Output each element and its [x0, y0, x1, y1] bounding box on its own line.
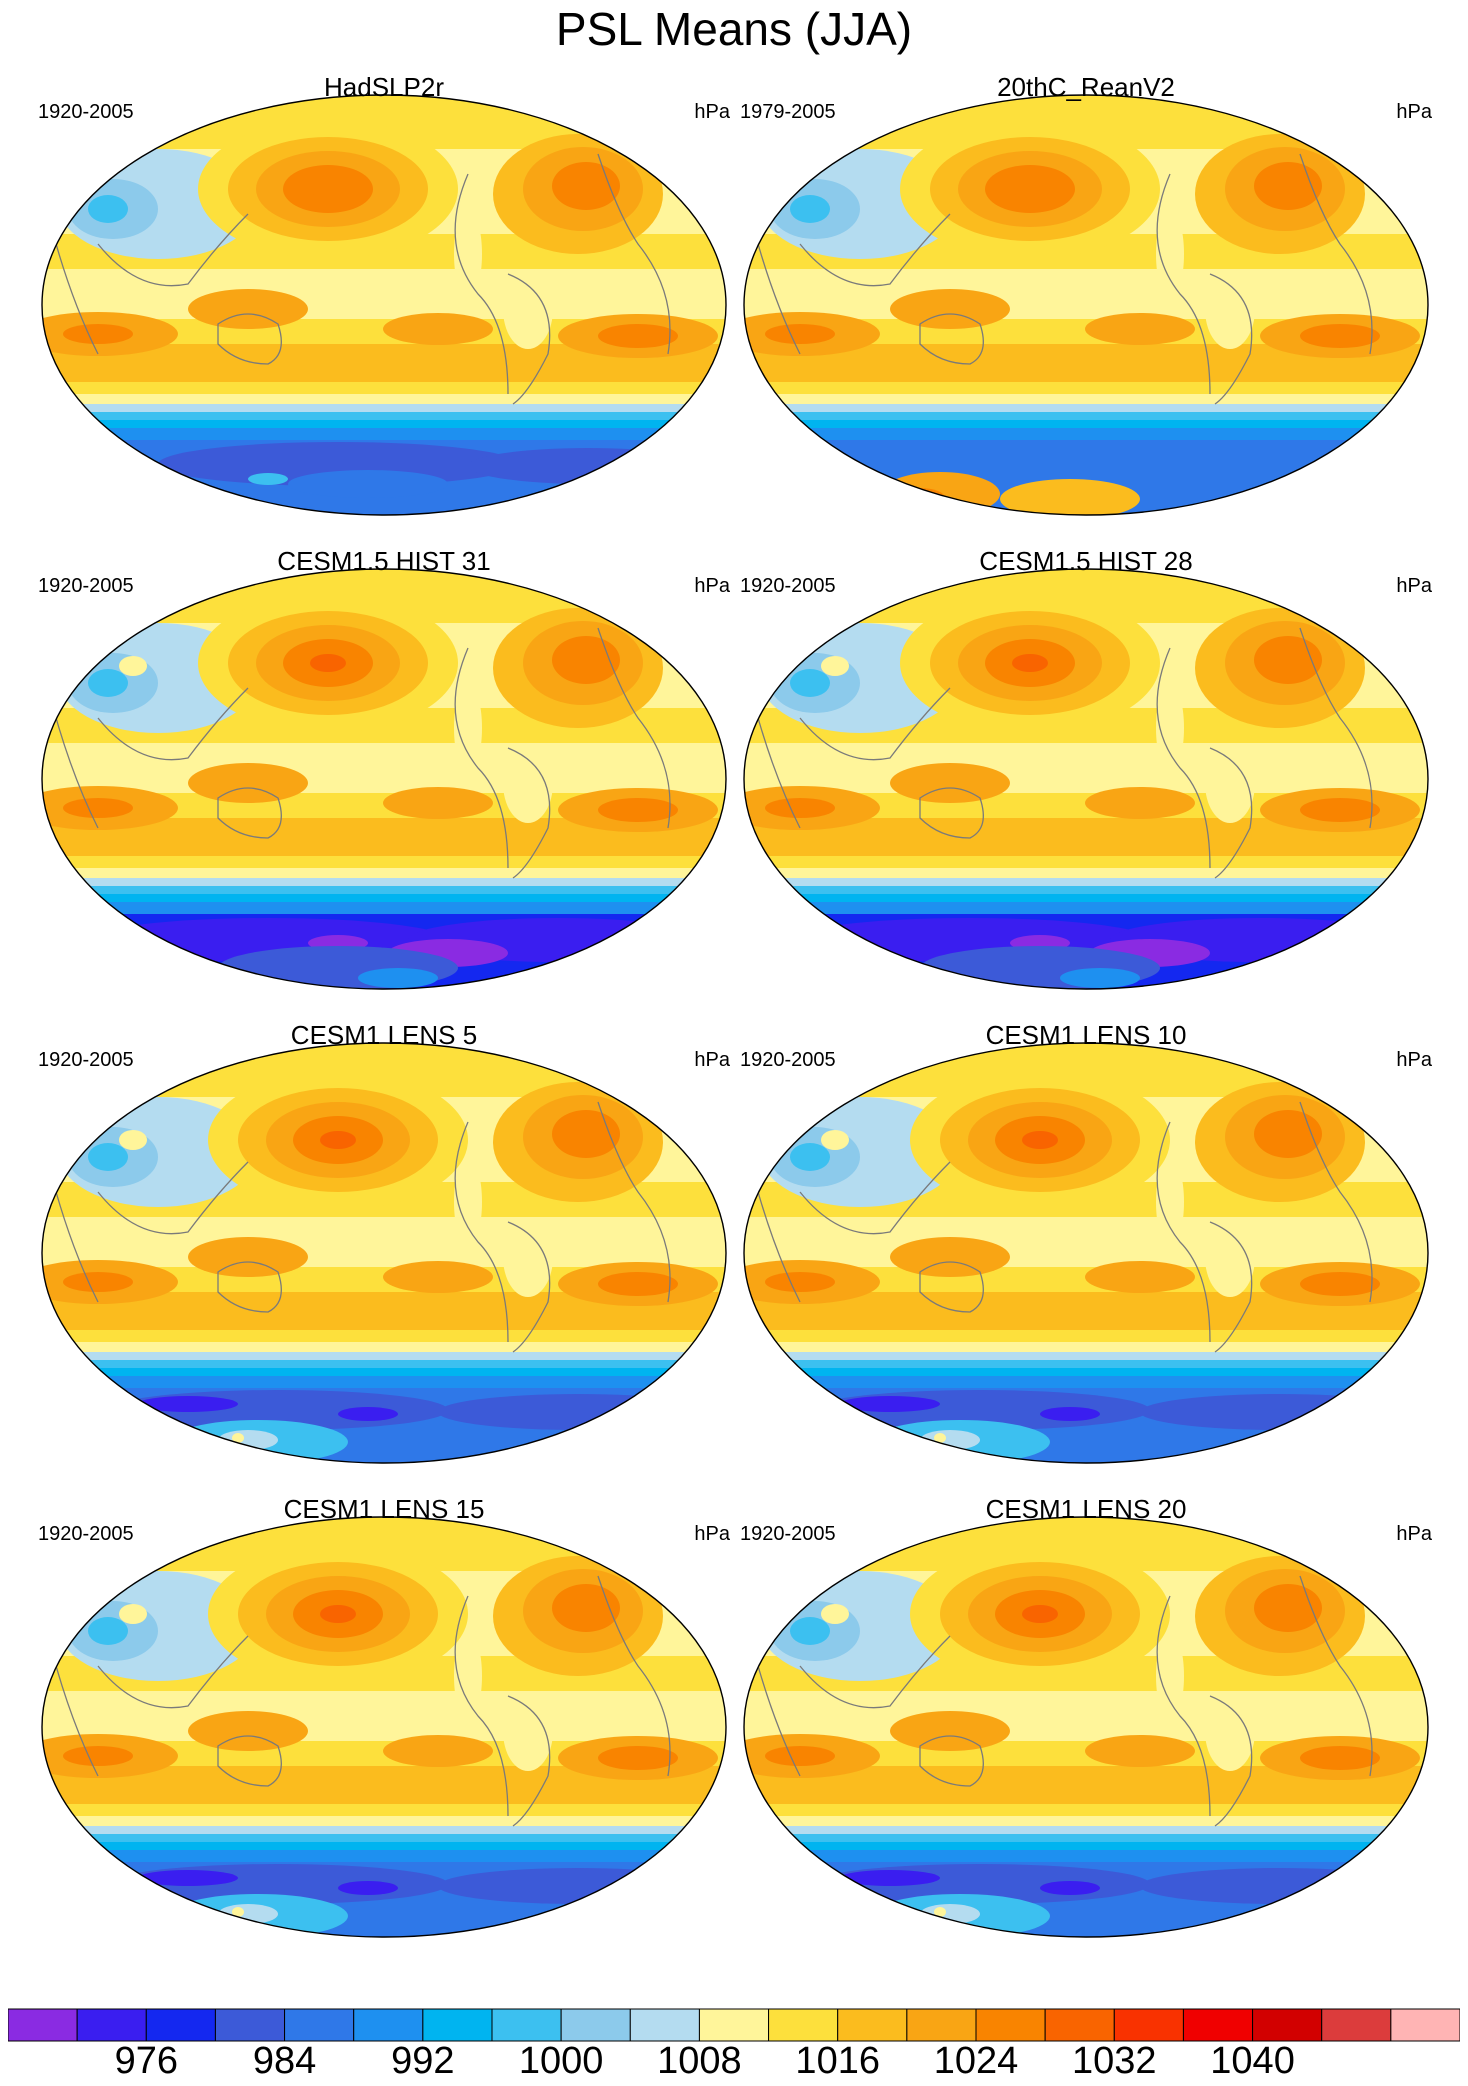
colorbar-box	[1113, 2008, 1184, 2042]
panel-units: hPa	[694, 575, 730, 597]
colorbar-tick-label: 976	[114, 2040, 178, 2082]
panel-years: 1920-2005	[740, 1523, 836, 1545]
colorbar-box	[629, 2008, 700, 2042]
panel-years: 1920-2005	[740, 1049, 836, 1071]
colorbar-box	[768, 2008, 839, 2042]
colorbar-box	[906, 2008, 977, 2042]
map-panel: HadSLP2r 1920-2005 hPa	[38, 72, 730, 517]
panel-units: hPa	[1396, 1049, 1432, 1071]
colorbar-boxes	[7, 2008, 1461, 2042]
panel-years: 1920-2005	[38, 101, 134, 123]
colorbar	[7, 2008, 1461, 2042]
colorbar-box	[353, 2008, 424, 2042]
colorbar-box	[1182, 2008, 1254, 2042]
map-panel: 20thC_ReanV2 1979-2005 hPa	[740, 72, 1432, 517]
panel-title: CESM1 LENS 15	[283, 1494, 485, 1524]
panel-title: CESM1 LENS 10	[985, 1020, 1187, 1050]
colorbar-box	[214, 2008, 286, 2042]
colorbar-box	[837, 2008, 908, 2042]
colorbar-box	[698, 2008, 770, 2042]
colorbar-tick-label: 1032	[1072, 2040, 1157, 2082]
colorbar-box	[284, 2008, 355, 2042]
figure-title: PSL Means (JJA)	[555, 3, 913, 55]
colorbar-tick-label: 992	[391, 2040, 455, 2082]
panel-units: hPa	[1396, 575, 1432, 597]
colorbar-box	[560, 2008, 631, 2042]
colorbar-box	[1321, 2008, 1392, 2042]
panel-title: CESM1.5 HIST 28	[979, 546, 1193, 576]
colorbar-tick-label: 1008	[657, 2040, 742, 2082]
panel-years: 1920-2005	[740, 575, 836, 597]
map-field	[743, 94, 1429, 516]
colorbar-box	[1044, 2008, 1115, 2042]
map-panel: CESM1 LENS 20 1920-2005 hPa	[740, 1494, 1432, 1939]
colorbar-tick-label: 1024	[933, 2040, 1019, 2082]
map-panel: CESM1.5 HIST 31 1920-2005 hPa	[38, 546, 730, 991]
colorbar-box	[76, 2008, 147, 2042]
map-panel: CESM1 LENS 10 1920-2005 hPa	[740, 1020, 1432, 1465]
colorbar-box	[145, 2008, 216, 2042]
panel-units: hPa	[694, 1523, 730, 1545]
panel-units: hPa	[694, 1049, 730, 1071]
panel-years: 1920-2005	[38, 1523, 134, 1545]
map-field	[743, 568, 1429, 990]
map-field	[743, 1516, 1429, 1938]
colorbar-tick-label: 1016	[795, 2040, 880, 2082]
colorbar-box	[975, 2008, 1046, 2042]
colorbar-box	[422, 2008, 493, 2042]
panel-title: 20thC_ReanV2	[997, 72, 1175, 102]
colorbar-tick-label: 1000	[518, 2040, 604, 2082]
map-panel: CESM1.5 HIST 28 1920-2005 hPa	[740, 546, 1432, 991]
colorbar-box	[491, 2008, 562, 2042]
panel-title: CESM1.5 HIST 31	[277, 546, 491, 576]
map-field	[743, 1042, 1429, 1464]
panel-title: CESM1 LENS 5	[290, 1020, 478, 1050]
panel-units: hPa	[1396, 101, 1432, 123]
panel-units: hPa	[694, 101, 730, 123]
colorbar-tick-label: 984	[252, 2040, 317, 2082]
panel-title: CESM1 LENS 20	[985, 1494, 1187, 1524]
panel-years: 1979-2005	[740, 101, 836, 123]
map-panel: CESM1 LENS 15 1920-2005 hPa	[38, 1494, 730, 1939]
map-field	[41, 94, 727, 516]
colorbar-box	[1252, 2008, 1323, 2042]
panel-years: 1920-2005	[38, 575, 134, 597]
map-panel: CESM1 LENS 5 1920-2005 hPa	[38, 1020, 730, 1465]
colorbar-box	[7, 2008, 78, 2042]
panel-title: HadSLP2r	[324, 72, 444, 102]
map-field	[41, 1516, 727, 1938]
panel-years: 1920-2005	[38, 1049, 134, 1071]
map-field	[41, 1042, 727, 1464]
colorbar-box	[1390, 2008, 1461, 2042]
map-field	[41, 568, 727, 990]
panel-units: hPa	[1396, 1523, 1432, 1545]
colorbar-tick-label: 1040	[1210, 2040, 1295, 2082]
